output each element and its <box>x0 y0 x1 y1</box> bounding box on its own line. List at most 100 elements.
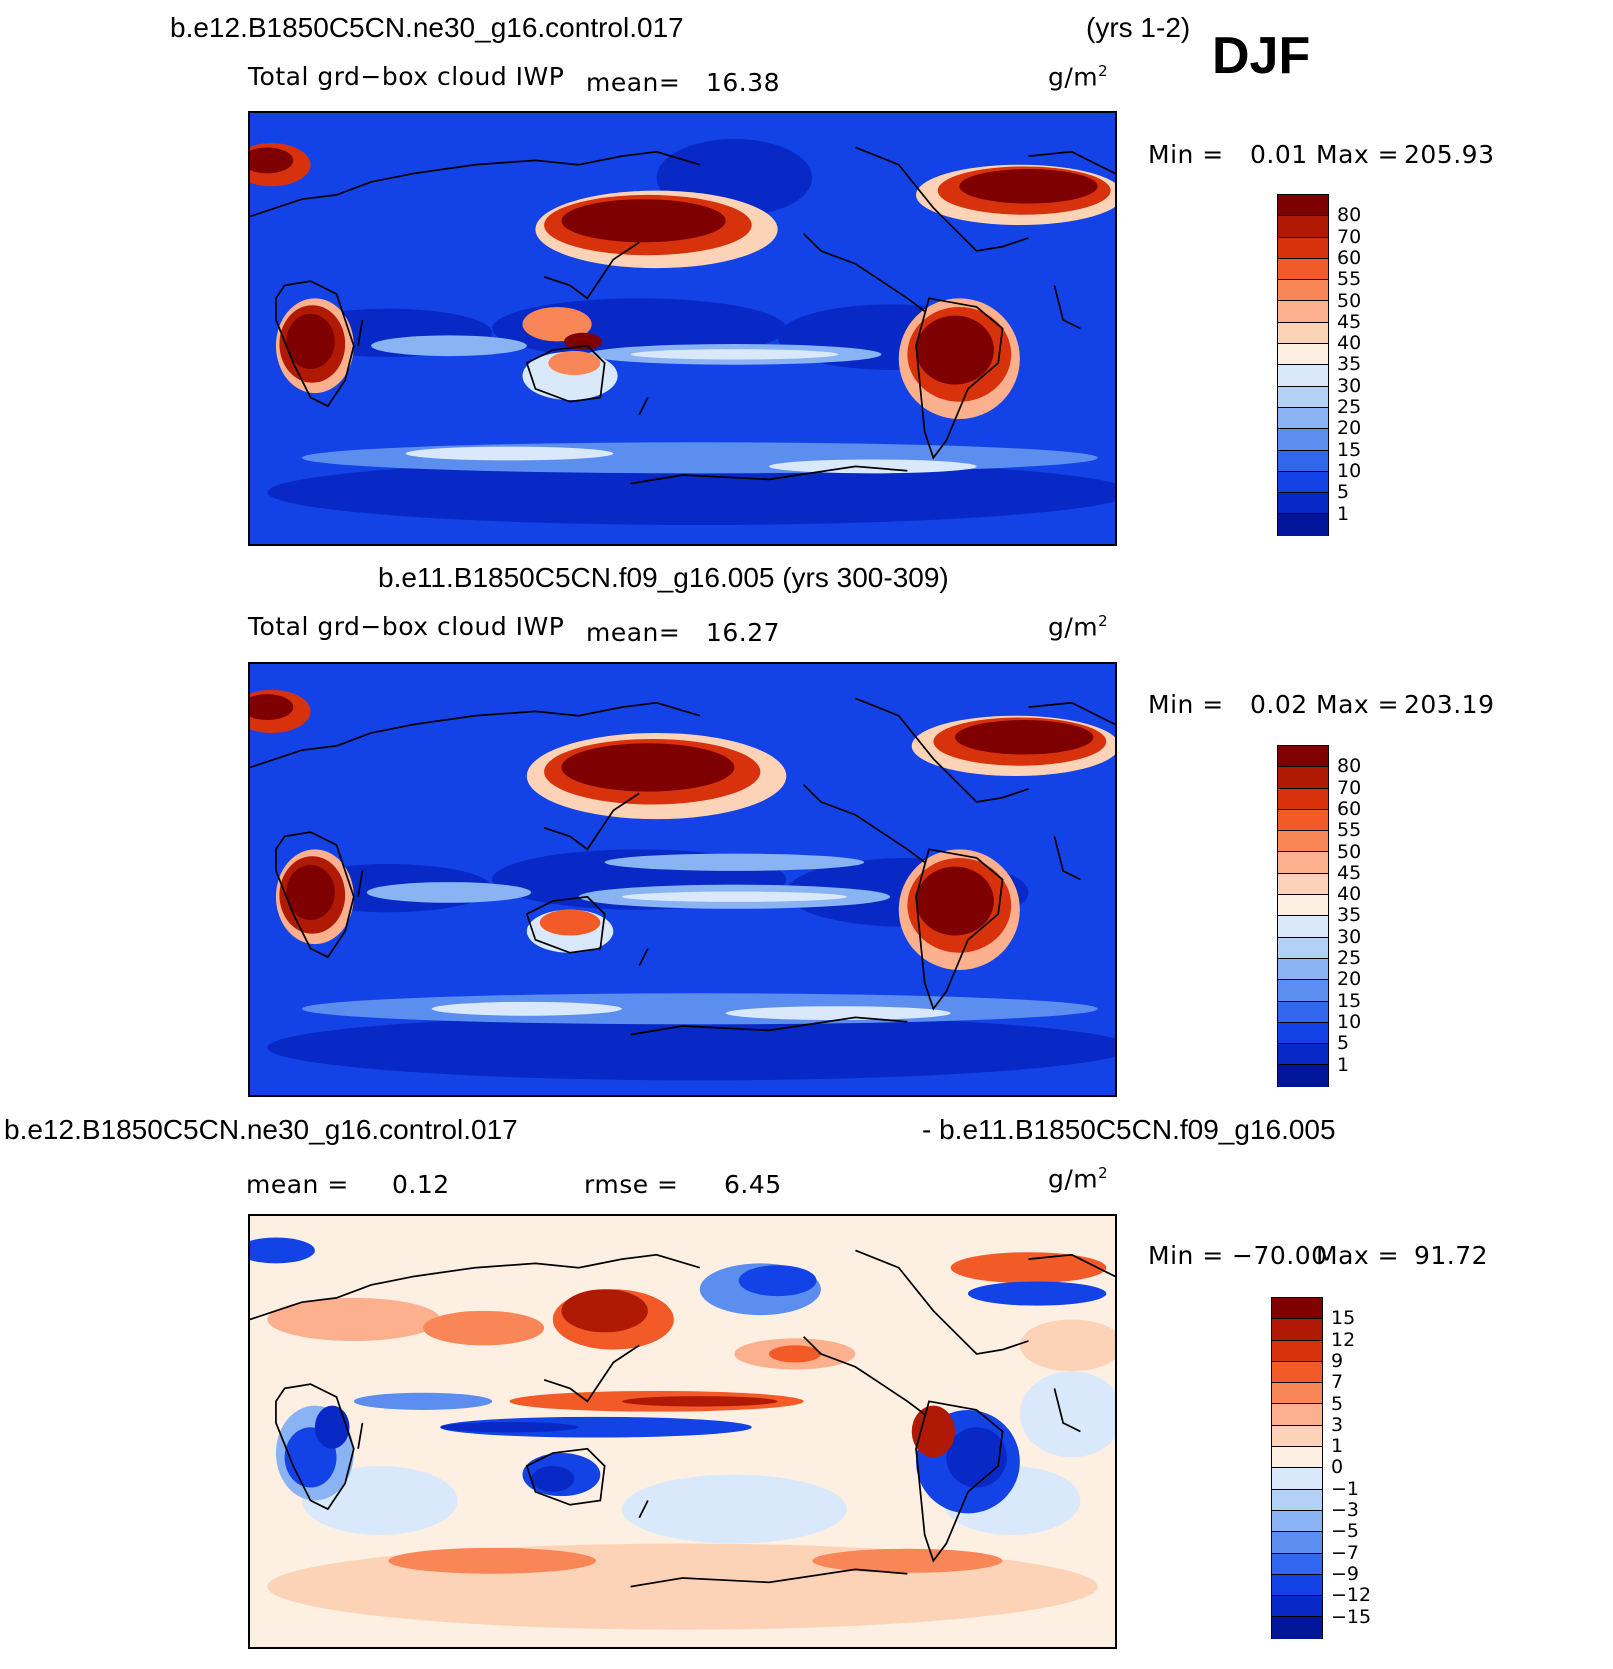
panel2-mean-label: mean= <box>586 618 681 647</box>
panel2-unit: g/m2 <box>1048 612 1109 642</box>
colorbar-swatch <box>1272 1361 1322 1384</box>
panel3-max-value: 91.72 <box>1414 1241 1489 1270</box>
colorbar-tick-label: 30 <box>1337 925 1362 948</box>
colorbar-swatch <box>1278 1044 1328 1066</box>
colorbar-swatch <box>1272 1574 1322 1597</box>
panel1-max-value: 205.93 <box>1404 140 1495 169</box>
colorbar-tick-label: −3 <box>1331 1499 1360 1521</box>
colorbar-swatch <box>1278 365 1328 387</box>
colorbar-swatch <box>1278 958 1328 981</box>
colorbar-tick-label: 15 <box>1331 1307 1356 1330</box>
panel1-years: (yrs 1-2) <box>1086 12 1191 43</box>
panel2-map <box>248 662 1117 1097</box>
colorbar-tick-label: 55 <box>1337 268 1362 291</box>
colorbar-tick-label: 45 <box>1337 310 1362 333</box>
colorbar-tick-label: 1 <box>1337 502 1350 525</box>
panel1-unit: g/m2 <box>1048 62 1109 92</box>
colorbar-swatch <box>1278 471 1328 494</box>
colorbar-tick-label: 1 <box>1331 1435 1344 1458</box>
colorbar-swatch <box>1278 237 1328 259</box>
panel1-map <box>248 111 1117 546</box>
colorbar-tick-label: 9 <box>1331 1349 1344 1372</box>
colorbar-swatch <box>1278 1022 1328 1045</box>
colorbar-tick-label: 15 <box>1337 438 1362 461</box>
colorbar-swatch <box>1272 1340 1322 1362</box>
colorbar-tick-label: 55 <box>1337 819 1362 842</box>
panel1-max-label: Max = <box>1316 140 1400 169</box>
colorbar-tick-label: 80 <box>1337 204 1362 227</box>
colorbar-tick-label: 50 <box>1337 840 1362 863</box>
panel3-map <box>248 1214 1117 1649</box>
panel2-field-name: Total grd−box cloud IWP <box>248 612 565 641</box>
colorbar-swatch <box>1278 514 1328 536</box>
colorbar-swatch <box>1272 1425 1322 1448</box>
panel1-mean-label: mean= <box>586 68 681 97</box>
colorbar-swatch <box>1278 450 1328 472</box>
colorbar-tick-label: 80 <box>1337 755 1362 778</box>
colorbar-swatch <box>1278 386 1328 408</box>
panel1-min-label: Min = <box>1148 140 1224 169</box>
colorbar-tick-label: 40 <box>1337 332 1362 355</box>
colorbar-swatch <box>1272 1468 1322 1490</box>
panel2-min-label: Min = <box>1148 690 1224 719</box>
colorbar-swatch <box>1278 280 1328 302</box>
colorbar-swatch <box>1278 322 1328 345</box>
colorbar-tick-label: 7 <box>1331 1371 1344 1394</box>
colorbar-swatch <box>1278 407 1328 430</box>
colorbar-swatch <box>1278 980 1328 1002</box>
colorbar-swatch <box>1278 344 1328 366</box>
panel1-min-value: 0.01 <box>1250 140 1308 169</box>
colorbar-tick-label: 12 <box>1331 1328 1356 1351</box>
colorbar-tick-label: 10 <box>1337 459 1362 482</box>
colorbar-tick-label: −5 <box>1331 1520 1360 1543</box>
panel2-max-value: 203.19 <box>1404 690 1495 719</box>
colorbar-swatch <box>1278 767 1328 789</box>
season-label: DJF <box>1212 27 1311 85</box>
colorbar-tick-label: 60 <box>1337 246 1362 269</box>
colorbar-swatch <box>1278 301 1328 323</box>
colorbar-swatch <box>1278 429 1328 451</box>
colorbar-tick-label: −1 <box>1331 1477 1360 1500</box>
panel2-colorbar <box>1277 745 1329 1087</box>
panel3-mean-value: 0.12 <box>392 1170 450 1199</box>
colorbar-swatch <box>1278 873 1328 896</box>
colorbar-swatch <box>1278 746 1328 768</box>
colorbar-tick-label: 25 <box>1337 396 1362 418</box>
colorbar-swatch <box>1272 1532 1322 1554</box>
panel1-mean-value: 16.38 <box>706 68 781 97</box>
panel3-min-value: −70.00 <box>1232 1241 1328 1270</box>
panel3-mean-label: mean = <box>246 1170 349 1199</box>
colorbar-tick-label: 3 <box>1331 1413 1344 1436</box>
colorbar-swatch <box>1278 852 1328 874</box>
panel1-field-name: Total grd−box cloud IWP <box>248 62 565 91</box>
colorbar-tick-label: 5 <box>1337 481 1350 504</box>
colorbar-swatch <box>1278 831 1328 853</box>
colorbar-swatch <box>1278 1001 1328 1023</box>
colorbar-swatch <box>1278 937 1328 959</box>
colorbar-swatch <box>1272 1510 1322 1533</box>
colorbar-swatch <box>1278 809 1328 832</box>
panel1-colorbar <box>1277 194 1329 536</box>
colorbar-swatch <box>1272 1596 1322 1618</box>
panel3-rmse-label: rmse = <box>584 1170 679 1199</box>
colorbar-tick-label: 40 <box>1337 883 1362 906</box>
colorbar-tick-label: −7 <box>1331 1541 1360 1564</box>
colorbar-swatch <box>1278 895 1328 917</box>
colorbar-tick-label: 50 <box>1337 289 1362 312</box>
colorbar-swatch <box>1272 1298 1322 1320</box>
colorbar-tick-label: −15 <box>1331 1605 1372 1628</box>
colorbar-swatch <box>1272 1404 1322 1426</box>
colorbar-tick-label: 20 <box>1337 417 1362 440</box>
colorbar-swatch <box>1272 1489 1322 1511</box>
colorbar-swatch <box>1278 788 1328 810</box>
colorbar-swatch <box>1278 1065 1328 1087</box>
colorbar-tick-label: 10 <box>1337 1010 1362 1033</box>
colorbar-swatch <box>1278 493 1328 515</box>
panel3-unit: g/m2 <box>1048 1164 1109 1194</box>
colorbar-tick-label: 25 <box>1337 947 1362 969</box>
panel2-max-label: Max = <box>1316 690 1400 719</box>
colorbar-swatch <box>1278 195 1328 217</box>
panel2-mean-value: 16.27 <box>706 618 781 647</box>
colorbar-tick-label: 20 <box>1337 968 1362 991</box>
colorbar-swatch <box>1278 258 1328 281</box>
